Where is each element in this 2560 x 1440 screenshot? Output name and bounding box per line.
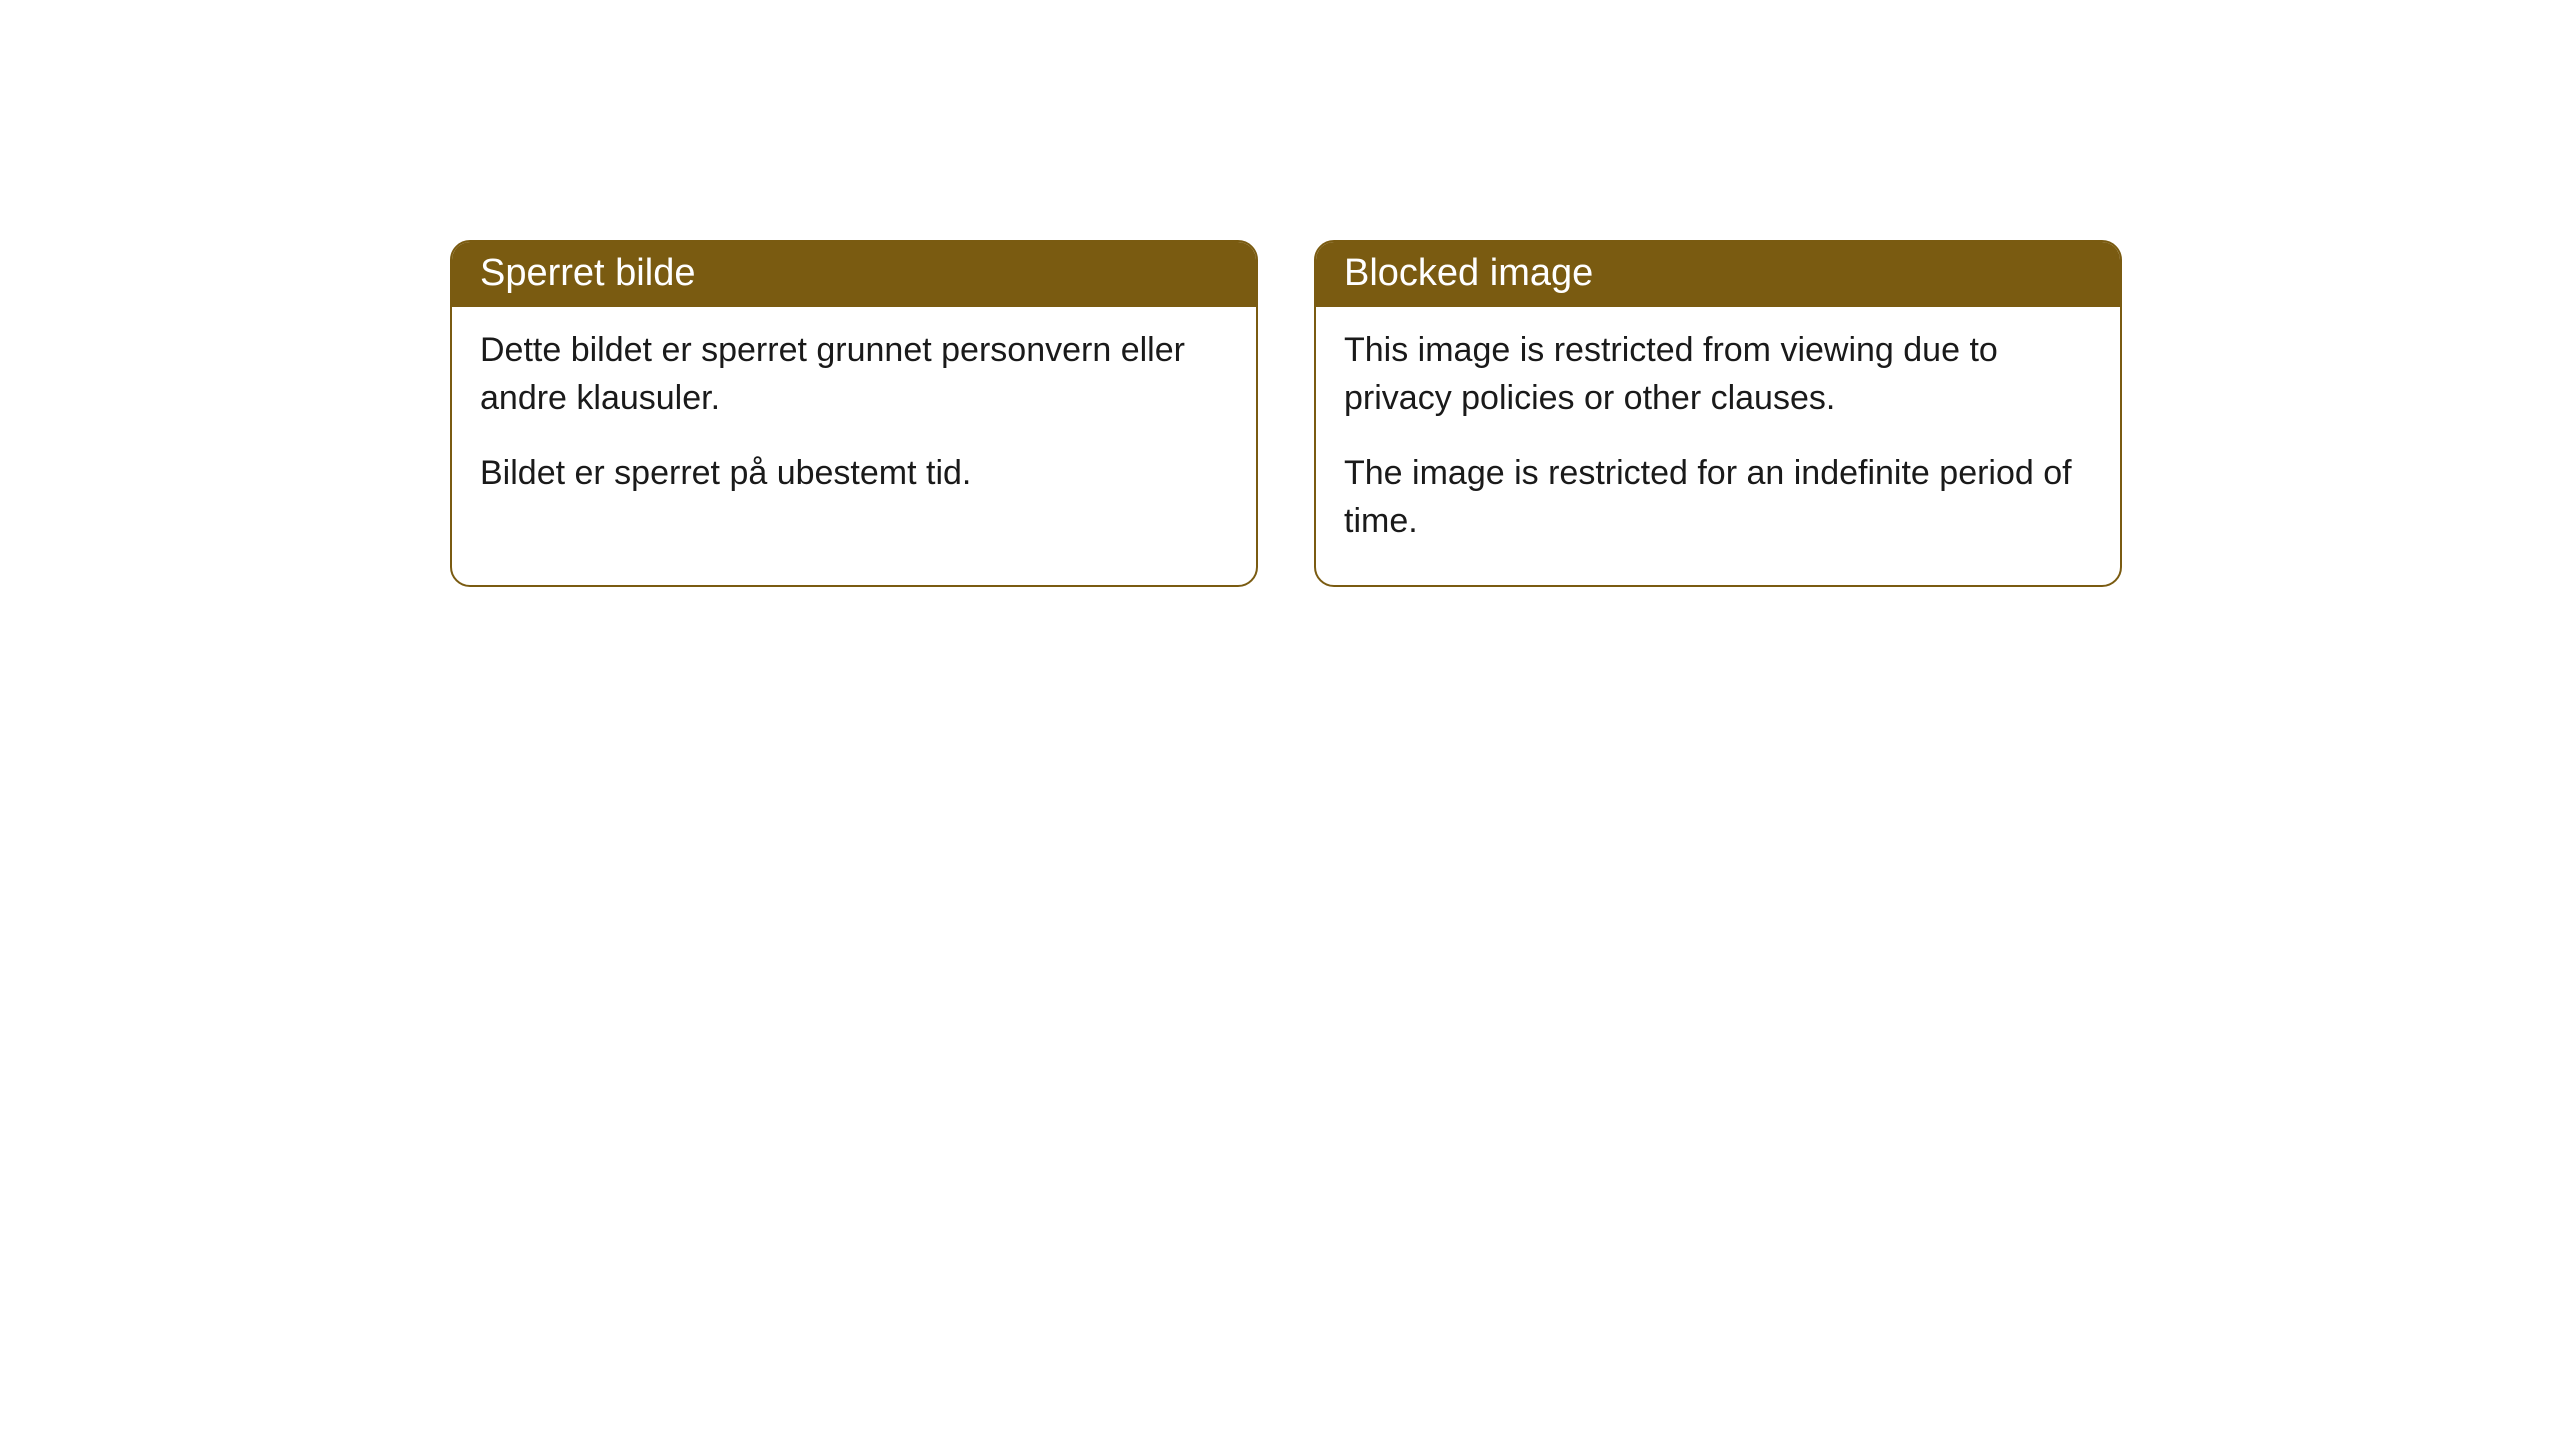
card-body-no: Dette bildet er sperret grunnet personve…: [452, 307, 1256, 538]
blocked-image-card-no: Sperret bilde Dette bildet er sperret gr…: [450, 240, 1258, 587]
notice-cards-container: Sperret bilde Dette bildet er sperret gr…: [450, 240, 2122, 587]
card-header-no: Sperret bilde: [452, 242, 1256, 307]
blocked-image-card-en: Blocked image This image is restricted f…: [1314, 240, 2122, 587]
card-text-en-2: The image is restricted for an indefinit…: [1344, 450, 2092, 545]
card-body-en: This image is restricted from viewing du…: [1316, 307, 2120, 585]
card-text-no-2: Bildet er sperret på ubestemt tid.: [480, 450, 1228, 498]
card-text-en-1: This image is restricted from viewing du…: [1344, 327, 2092, 422]
card-text-no-1: Dette bildet er sperret grunnet personve…: [480, 327, 1228, 422]
card-header-en: Blocked image: [1316, 242, 2120, 307]
